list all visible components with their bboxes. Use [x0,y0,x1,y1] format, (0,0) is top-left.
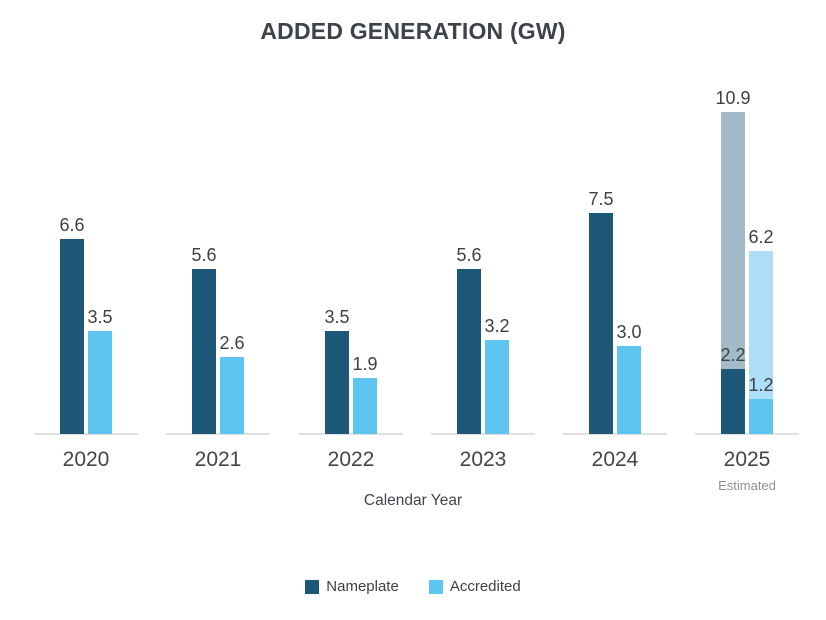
bar-nameplate-2023 [457,268,481,434]
value-label-nameplate-2022: 3.5 [324,306,350,327]
bar-accredited-2024 [617,345,641,434]
x-axis-label: Calendar Year [363,492,463,509]
value-label-nameplate-2020: 6.6 [59,215,85,236]
accredited-swatch-icon [428,579,443,594]
bar-nameplate-2020 [60,239,84,434]
value-label-accredited-2021: 2.6 [219,333,245,354]
x-tick-2020: 2020 [62,448,110,471]
legend-item-accredited: Accredited [428,578,521,595]
bar-accredited-2021 [220,357,244,434]
legend: Nameplate Accredited [0,578,826,595]
bar-nameplate-2025 [721,369,745,434]
axis-baseline-2021 [166,433,270,435]
x-tick-note-2025: Estimated [718,478,776,493]
value-label-nameplate-2024: 7.5 [588,188,614,209]
value-label-accredited-2024: 3.0 [616,321,642,342]
estimated-value-label-accredited-2025: 6.2 [748,227,774,248]
x-tick-2021: 2021 [194,448,242,471]
x-tick-2024: 2024 [591,448,639,471]
bar-accredited-2020 [88,330,112,434]
value-label-accredited-2022: 1.9 [352,353,378,374]
bar-nameplate-2022 [325,330,349,434]
axis-baseline-2020 [34,433,138,435]
axis-baseline-2022 [299,433,403,435]
x-tick-2023: 2023 [459,448,507,471]
x-tick-2022: 2022 [327,448,375,471]
axis-baseline-2025 [695,433,799,435]
axis-baseline-2023 [431,433,535,435]
value-label-accredited-2025: 1.2 [748,374,774,395]
bar-accredited-2025 [749,398,773,434]
legend-label-accredited: Accredited [449,578,521,595]
value-label-accredited-2020: 3.5 [87,306,113,327]
legend-item-nameplate: Nameplate [305,578,399,595]
chart-title: ADDED GENERATION (GW) [260,18,566,44]
value-label-nameplate-2023: 5.6 [456,244,482,265]
value-label-accredited-2023: 3.2 [484,315,510,336]
bar-nameplate-2021 [192,268,216,434]
bar-accredited-2023 [485,339,509,434]
axis-baseline-2024 [563,433,667,435]
value-label-nameplate-2021: 5.6 [191,244,217,265]
legend-label-nameplate: Nameplate [326,578,399,595]
x-tick-2025: 2025 [723,448,771,471]
estimated-value-label-nameplate-2025: 10.9 [715,88,751,109]
nameplate-swatch-icon [305,579,320,594]
bar-nameplate-2024 [589,212,613,434]
bar-accredited-2022 [353,377,377,434]
value-label-nameplate-2025: 2.2 [720,345,746,366]
